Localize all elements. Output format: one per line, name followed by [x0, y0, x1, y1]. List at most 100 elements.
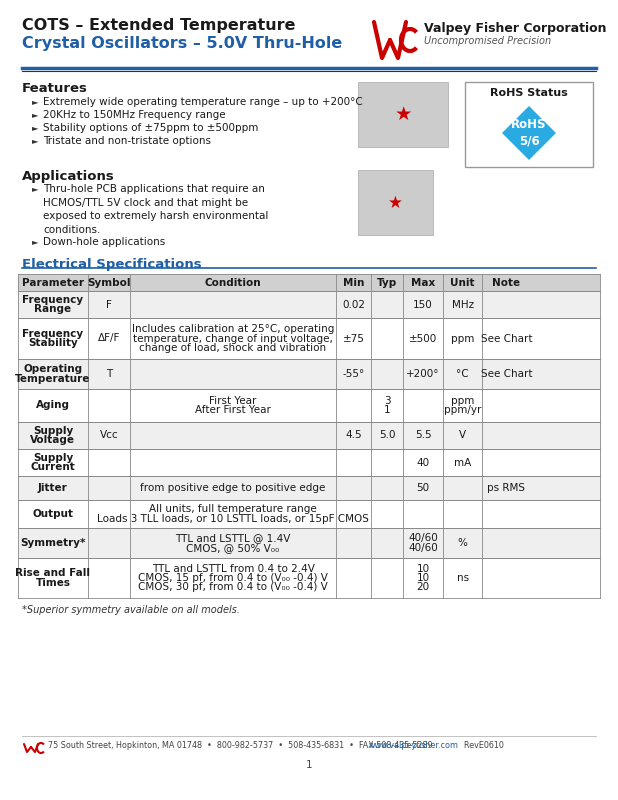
- Text: RoHS
5/6: RoHS 5/6: [511, 118, 547, 148]
- Text: 40: 40: [417, 458, 430, 467]
- Text: temperature, change of input voltage,: temperature, change of input voltage,: [133, 334, 333, 343]
- Text: ►: ►: [32, 110, 38, 119]
- Text: 10: 10: [417, 573, 430, 583]
- Text: Condition: Condition: [205, 278, 261, 287]
- Text: ns: ns: [457, 573, 468, 583]
- Text: 4.5: 4.5: [345, 430, 362, 441]
- Text: ★: ★: [388, 194, 403, 211]
- Text: Output: Output: [32, 509, 74, 519]
- Text: Applications: Applications: [22, 170, 115, 183]
- Text: Extremely wide operating temperature range – up to +200°C: Extremely wide operating temperature ran…: [43, 97, 363, 107]
- Text: Aging: Aging: [36, 401, 70, 410]
- Text: Operating: Operating: [23, 364, 82, 374]
- Text: 40/60: 40/60: [408, 542, 438, 553]
- Text: mA: mA: [454, 458, 472, 467]
- Text: Frequency: Frequency: [22, 295, 83, 305]
- Text: 1: 1: [306, 760, 312, 770]
- Text: TTL and LSTTL @ 1.4V: TTL and LSTTL @ 1.4V: [176, 534, 290, 543]
- Text: ±75: ±75: [343, 334, 365, 343]
- Text: See Chart: See Chart: [481, 334, 532, 343]
- Text: 10: 10: [417, 564, 430, 574]
- Text: 0.02: 0.02: [342, 299, 365, 310]
- Text: Valpey Fisher Corporation: Valpey Fisher Corporation: [424, 22, 606, 35]
- Text: Range: Range: [35, 304, 72, 314]
- Text: Down-hole applications: Down-hole applications: [43, 237, 165, 247]
- Text: Symbol: Symbol: [87, 278, 130, 287]
- Text: Note: Note: [492, 278, 520, 287]
- Text: Unit: Unit: [451, 278, 475, 287]
- Text: Thru-hole PCB applications that require an
HCMOS/TTL 5V clock and that might be
: Thru-hole PCB applications that require …: [43, 184, 268, 235]
- Text: Min: Min: [343, 278, 365, 287]
- Text: 3: 3: [384, 396, 391, 406]
- Text: All units, full temperature range: All units, full temperature range: [149, 504, 317, 514]
- Text: Times: Times: [35, 578, 70, 588]
- Text: Temperature: Temperature: [15, 374, 91, 384]
- Text: *Superior symmetry available on all models.: *Superior symmetry available on all mode…: [22, 605, 240, 615]
- Bar: [465, 82, 593, 167]
- Text: V: V: [459, 430, 466, 441]
- Text: RevE0610: RevE0610: [459, 741, 504, 750]
- Bar: [18, 359, 600, 389]
- Text: RoHS Status: RoHS Status: [490, 88, 568, 98]
- Text: T: T: [106, 369, 112, 379]
- Text: 150: 150: [413, 299, 433, 310]
- Text: Includes calibration at 25°C, operating: Includes calibration at 25°C, operating: [132, 324, 334, 334]
- Text: +200°: +200°: [406, 369, 440, 379]
- Text: Supply: Supply: [33, 426, 73, 436]
- Text: 40/60: 40/60: [408, 534, 438, 543]
- Bar: [18, 318, 600, 359]
- Text: ppm: ppm: [451, 334, 475, 343]
- Bar: [18, 528, 600, 558]
- Text: 20KHz to 150MHz Frequency range: 20KHz to 150MHz Frequency range: [43, 110, 226, 120]
- Bar: [18, 476, 600, 500]
- Text: Tristate and non-tristate options: Tristate and non-tristate options: [43, 136, 211, 146]
- Text: Rise and Fall: Rise and Fall: [15, 568, 90, 578]
- Text: -55°: -55°: [343, 369, 365, 379]
- Text: 1: 1: [384, 405, 391, 415]
- Text: COTS – Extended Temperature: COTS – Extended Temperature: [22, 18, 295, 33]
- Text: ps RMS: ps RMS: [488, 483, 525, 493]
- Text: Crystal Oscillators – 5.0V Thru-Hole: Crystal Oscillators – 5.0V Thru-Hole: [22, 36, 342, 51]
- Text: ►: ►: [32, 184, 38, 193]
- Text: ppm: ppm: [451, 396, 475, 406]
- Text: Loads 3 TLL loads, or 10 LSTTL loads, or 15pF CMOS: Loads 3 TLL loads, or 10 LSTTL loads, or…: [97, 514, 369, 524]
- Text: Supply: Supply: [33, 453, 73, 463]
- Text: F: F: [106, 299, 112, 310]
- Text: Parameter: Parameter: [22, 278, 84, 287]
- Bar: [18, 558, 600, 598]
- Text: ►: ►: [32, 237, 38, 246]
- Text: See Chart: See Chart: [481, 369, 532, 379]
- Bar: [358, 170, 433, 235]
- Text: Electrical Specifications: Electrical Specifications: [22, 258, 201, 271]
- Text: MHz: MHz: [452, 299, 474, 310]
- Text: ►: ►: [32, 123, 38, 132]
- Text: First Year: First Year: [210, 396, 256, 406]
- Text: %: %: [458, 538, 468, 548]
- Text: ►: ►: [32, 97, 38, 106]
- Text: °C: °C: [456, 369, 469, 379]
- Bar: [18, 422, 600, 449]
- Text: ►: ►: [32, 136, 38, 145]
- Text: TTL and LSTTL from 0.4 to 2.4V: TTL and LSTTL from 0.4 to 2.4V: [151, 564, 315, 574]
- Text: Features: Features: [22, 82, 88, 95]
- Polygon shape: [502, 106, 556, 160]
- Text: 5.0: 5.0: [379, 430, 396, 441]
- Text: CMOS, 30 pf, from 0.4 to (V₀₀ -0.4) V: CMOS, 30 pf, from 0.4 to (V₀₀ -0.4) V: [138, 582, 328, 592]
- Text: Voltage: Voltage: [30, 435, 75, 445]
- Text: 20: 20: [417, 582, 430, 592]
- Bar: [358, 82, 448, 147]
- Text: 5.5: 5.5: [415, 430, 431, 441]
- Text: ΔF/F: ΔF/F: [98, 334, 120, 343]
- Text: Max: Max: [411, 278, 435, 287]
- Text: Vcc: Vcc: [99, 430, 118, 441]
- Bar: [18, 500, 600, 528]
- Text: Frequency: Frequency: [22, 329, 83, 339]
- Text: After First Year: After First Year: [195, 405, 271, 415]
- Text: Typ: Typ: [377, 278, 397, 287]
- Text: Current: Current: [30, 462, 75, 472]
- Text: ±500: ±500: [409, 334, 437, 343]
- Text: Uncompromised Precision: Uncompromised Precision: [424, 36, 551, 46]
- Bar: [18, 389, 600, 422]
- Bar: [18, 291, 600, 318]
- Text: www.valpeyfisher.com: www.valpeyfisher.com: [369, 741, 459, 750]
